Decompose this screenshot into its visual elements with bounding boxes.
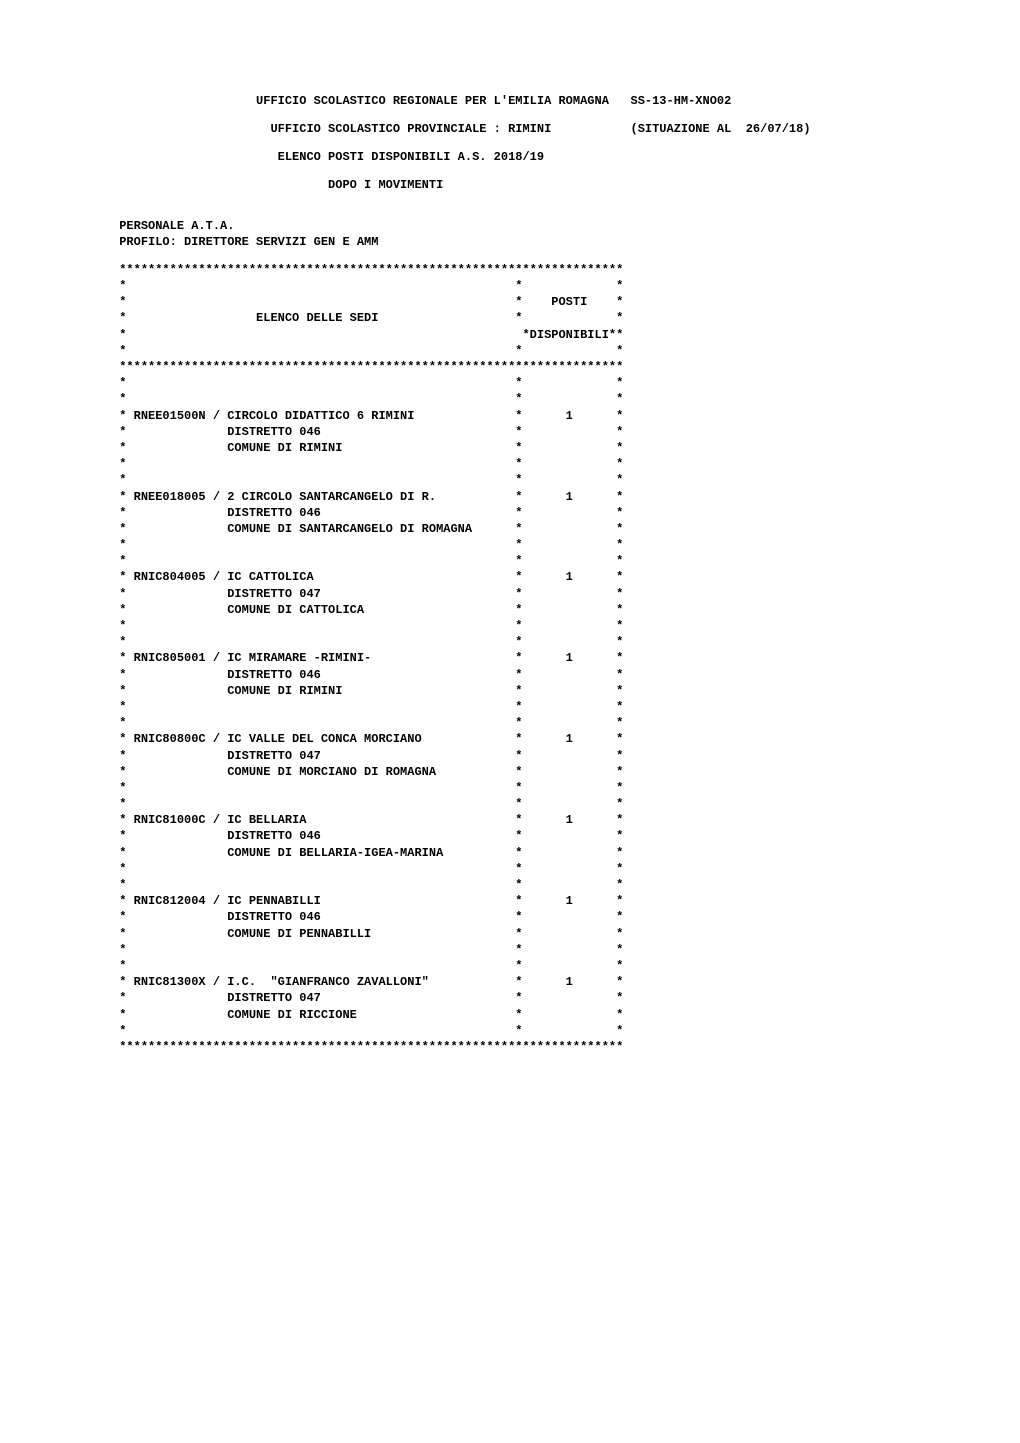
table-row-distretto: * DISTRETTO 046 * * — [40, 909, 980, 925]
table-row-comune: * COMUNE DI RIMINI * * — [40, 440, 980, 456]
table-row-title: * RNIC80800C / IC VALLE DEL CONCA MORCIA… — [40, 731, 980, 747]
table-blank-row: * * * — [40, 343, 980, 359]
table-blank-row: * * * — [40, 877, 980, 893]
table-blank-row: * * * — [40, 391, 980, 407]
table-row-distretto: * DISTRETTO 046 * * — [40, 424, 980, 440]
table-rule: ****************************************… — [40, 1039, 980, 1055]
header-line-4: DOPO I MOVIMENTI — [40, 177, 980, 193]
table-blank-row: * * * — [40, 958, 980, 974]
table-blank-row: * * * — [40, 278, 980, 294]
table-row-title: * RNIC805001 / IC MIRAMARE -RIMINI- * 1 … — [40, 650, 980, 666]
table-blank-row: * * * — [40, 634, 980, 650]
header-line-3: ELENCO POSTI DISPONIBILI A.S. 2018/19 — [40, 149, 980, 165]
section-personale: PERSONALE A.T.A. — [40, 218, 980, 234]
table-blank-row: * * * — [40, 699, 980, 715]
table-row-distretto: * DISTRETTO 046 * * — [40, 505, 980, 521]
table-row-comune: * COMUNE DI RICCIONE * * — [40, 1007, 980, 1023]
table-blank-row: * * * — [40, 1023, 980, 1039]
table-rule: ****************************************… — [40, 262, 980, 278]
section-profilo: PROFILO: DIRETTORE SERVIZI GEN E AMM — [40, 234, 980, 250]
blank — [40, 109, 980, 121]
table-row-title: * RNIC81000C / IC BELLARIA * 1 * — [40, 812, 980, 828]
document-root: UFFICIO SCOLASTICO REGIONALE PER L'EMILI… — [40, 93, 980, 1055]
table-blank-row: * * * — [40, 375, 980, 391]
table-blank-row: * * * — [40, 796, 980, 812]
table-blank-row: * * * — [40, 472, 980, 488]
table-blank-row: * * * — [40, 780, 980, 796]
header-line-2: UFFICIO SCOLASTICO PROVINCIALE : RIMINI … — [40, 121, 980, 137]
table-blank-row: * * * — [40, 942, 980, 958]
table-blank-row: * * * — [40, 456, 980, 472]
blank — [40, 137, 980, 149]
table-row-distretto: * DISTRETTO 046 * * — [40, 828, 980, 844]
table-row-title: * RNEE018005 / 2 CIRCOLO SANTARCANGELO D… — [40, 489, 980, 505]
header-line-1: UFFICIO SCOLASTICO REGIONALE PER L'EMILI… — [40, 93, 980, 109]
blank — [40, 194, 980, 206]
table-row-title: * RNIC81300X / I.C. "GIANFRANCO ZAVALLON… — [40, 974, 980, 990]
blank — [40, 165, 980, 177]
table-blank-row: * * * — [40, 715, 980, 731]
table-blank-row: * * * — [40, 553, 980, 569]
table-row-comune: * COMUNE DI MORCIANO DI ROMAGNA * * — [40, 764, 980, 780]
table-row-comune: * COMUNE DI RIMINI * * — [40, 683, 980, 699]
table-row-title: * RNIC812004 / IC PENNABILLI * 1 * — [40, 893, 980, 909]
table-row-distretto: * DISTRETTO 047 * * — [40, 586, 980, 602]
blank — [40, 206, 980, 218]
table-row-title: * RNIC804005 / IC CATTOLICA * 1 * — [40, 569, 980, 585]
table-row-comune: * COMUNE DI BELLARIA-IGEA-MARINA * * — [40, 845, 980, 861]
table-row-comune: * COMUNE DI PENNABILLI * * — [40, 926, 980, 942]
blank — [40, 250, 980, 262]
table-row-comune: * COMUNE DI CATTOLICA * * — [40, 602, 980, 618]
table-header-disponibili: * *DISPONIBILI** — [40, 327, 980, 343]
table-row-distretto: * DISTRETTO 047 * * — [40, 990, 980, 1006]
table-rule: ****************************************… — [40, 359, 980, 375]
table-row-title: * RNEE01500N / CIRCOLO DIDATTICO 6 RIMIN… — [40, 408, 980, 424]
table-row-distretto: * DISTRETTO 047 * * — [40, 748, 980, 764]
table-blank-row: * * * — [40, 618, 980, 634]
table-header-sedi: * ELENCO DELLE SEDI * * — [40, 310, 980, 326]
table-blank-row: * * * — [40, 861, 980, 877]
table-blank-row: * * * — [40, 537, 980, 553]
table-row-distretto: * DISTRETTO 046 * * — [40, 667, 980, 683]
table-row-comune: * COMUNE DI SANTARCANGELO DI ROMAGNA * * — [40, 521, 980, 537]
table-header-posti: * * POSTI * — [40, 294, 980, 310]
